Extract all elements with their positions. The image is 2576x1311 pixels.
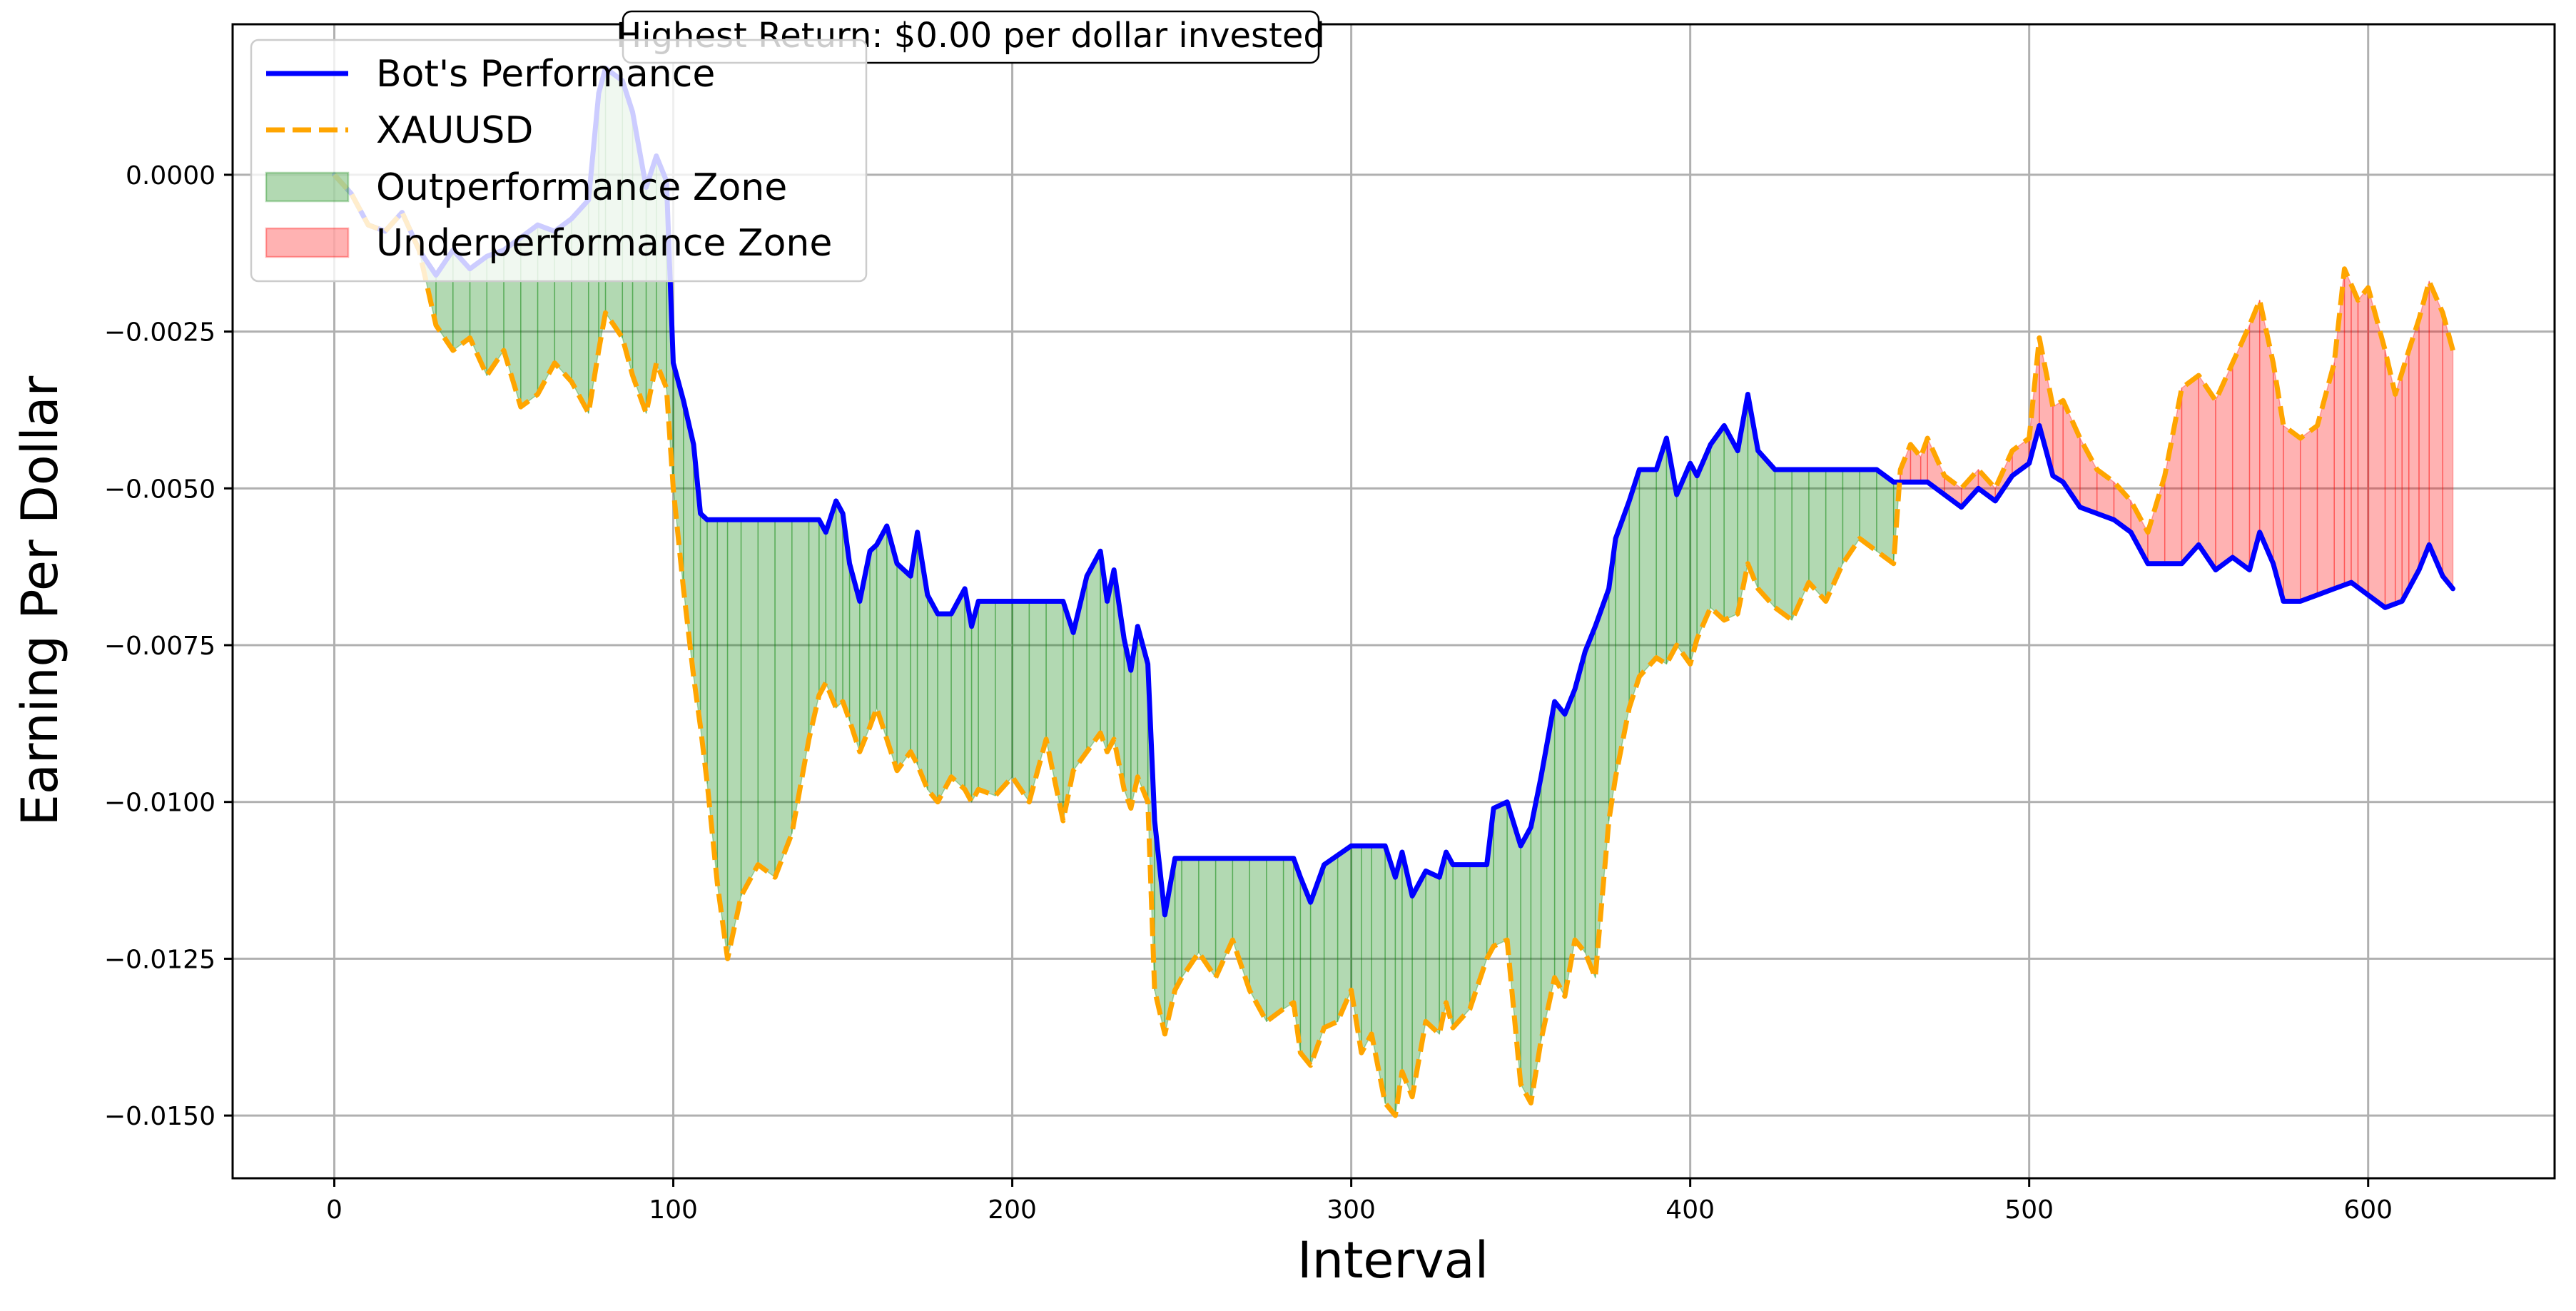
y-tick-label: −0.0025 — [104, 318, 215, 348]
underperformance-zone-segment — [2248, 299, 2261, 571]
legend-swatch-underperformance — [265, 227, 350, 258]
outperformance-zone-segment — [1584, 625, 1596, 978]
underperformance-zone-segment — [2283, 425, 2301, 602]
outperformance-zone-segment — [1520, 826, 1532, 1104]
x-tick-label: 200 — [988, 1195, 1037, 1225]
outperformance-zone-segment — [1757, 450, 1776, 609]
outperformance-zone-segment — [1011, 600, 1030, 803]
outperformance-zone-segment — [869, 544, 878, 728]
legend-swatch-outperformance — [265, 171, 350, 203]
legend-label-bot-performance: Bot's Performance — [376, 53, 715, 96]
outperformance-zone-segment — [1361, 845, 1372, 1053]
outperformance-zone-segment — [1689, 462, 1698, 665]
outperformance-zone-segment — [1638, 469, 1657, 677]
outperformance-zone-segment — [1452, 864, 1471, 1028]
x-axis-title: Interval — [1297, 1231, 1489, 1290]
outperformance-zone-segment — [1425, 870, 1440, 1035]
y-tick-label: −0.0150 — [104, 1102, 215, 1131]
outperformance-zone-segment — [774, 519, 793, 878]
outperformance-zone-segment — [1266, 858, 1284, 1023]
y-tick-label: −0.0075 — [104, 632, 215, 661]
underperformance-zone-segment — [2299, 425, 2318, 602]
underperformance-zone-segment — [2052, 400, 2064, 483]
x-tick-label: 600 — [2343, 1195, 2393, 1225]
outperformance-zone-segment — [937, 613, 952, 803]
outperformance-zone-segment — [1553, 701, 1566, 997]
underperformance-zone-segment — [2198, 375, 2216, 571]
outperformance-zone-segment — [1710, 425, 1725, 621]
legend-label-xauusd: XAUUSD — [376, 109, 533, 152]
underperformance-zone-segment — [2343, 268, 2352, 586]
xauusd-line — [332, 173, 2455, 1118]
plot-frame — [231, 23, 2556, 1180]
outperformance-zone-segment — [950, 588, 965, 790]
x-tick-label: 500 — [2004, 1195, 2054, 1225]
legend: Bot's Performance XAUUSD Outperformance … — [250, 39, 868, 283]
underperformance-zone-segment — [2408, 318, 2420, 589]
y-tick-label: 0.0000 — [126, 161, 215, 191]
outperformance-zone-segment — [726, 519, 742, 960]
outperformance-zone-segment — [1323, 854, 1339, 1028]
outperformance-zone-segment — [1655, 437, 1668, 665]
outperformance-zone-segment — [1876, 469, 1895, 565]
outperformance-zone-segment — [896, 563, 911, 771]
outperformance-zone-segment — [1282, 858, 1294, 1010]
outperformance-zone-segment — [1174, 858, 1182, 991]
outperformance-zone-segment — [1384, 845, 1396, 1116]
outperformance-zone-segment — [757, 519, 776, 878]
outperformance-zone-segment — [1574, 651, 1586, 953]
x-tick-label: 0 — [326, 1195, 343, 1225]
outperformance-zone-segment — [1808, 469, 1827, 602]
underperformance-zone-segment — [2418, 280, 2430, 571]
outperformance-zone-segment — [716, 519, 729, 960]
series-lines — [332, 66, 2455, 1118]
legend-box — [250, 39, 868, 283]
underperformance-zone-segment — [2357, 287, 2369, 596]
underperformance-zone-segment — [2181, 375, 2199, 565]
outperformance-zone-segment — [1086, 550, 1101, 753]
outperformance-zone-segment — [1299, 876, 1312, 1066]
bot-performance-line — [332, 66, 2455, 918]
underperformance-zone-segment — [2394, 371, 2403, 604]
underperformance-zone-segment — [2351, 283, 2359, 588]
underperformance-zone-segment — [2401, 350, 2410, 602]
y-tick-label: −0.0050 — [104, 475, 215, 504]
outperformance-zone-segment — [740, 519, 759, 897]
x-tick-label: 100 — [649, 1195, 698, 1225]
outperformance-zone-segment — [1774, 469, 1792, 621]
x-tick-label: 300 — [1327, 1195, 1376, 1225]
y-tick-label: −0.0125 — [104, 945, 215, 974]
outperformance-zone-segment — [835, 500, 843, 709]
axis-ticks: 0 100 200 300 400 500 600 0.0000 −0.0025 −0.0050 −… — [104, 161, 2393, 1225]
outperformance-zone-segment — [1493, 801, 1508, 947]
outperformance-zone-segment — [876, 525, 888, 740]
outperformance-zone-segment — [1628, 469, 1641, 709]
outperformance-zone-segment — [995, 600, 1013, 796]
underperformance-zone-segment — [2442, 312, 2454, 589]
x-tick-label: 400 — [1665, 1195, 1715, 1225]
outperformance-zone-segment — [927, 594, 938, 803]
legend-label-underperformance: Underperformance Zone — [376, 222, 832, 265]
outperformance-zone-segment — [970, 600, 979, 803]
outperformance-zone-segment — [818, 519, 827, 697]
underperformance-zone-segment — [2428, 280, 2443, 577]
y-tick-label: −0.0100 — [104, 789, 215, 818]
outperformance-zone-segment — [1723, 425, 1738, 621]
outperformance-zone-segment — [978, 600, 996, 796]
outperformance-zone-segment — [1337, 845, 1352, 1023]
legend-label-outperformance: Outperformance Zone — [376, 166, 787, 209]
y-axis-title: Earning Per Dollar — [11, 375, 69, 826]
outperformance-zone-segment — [1564, 688, 1576, 997]
